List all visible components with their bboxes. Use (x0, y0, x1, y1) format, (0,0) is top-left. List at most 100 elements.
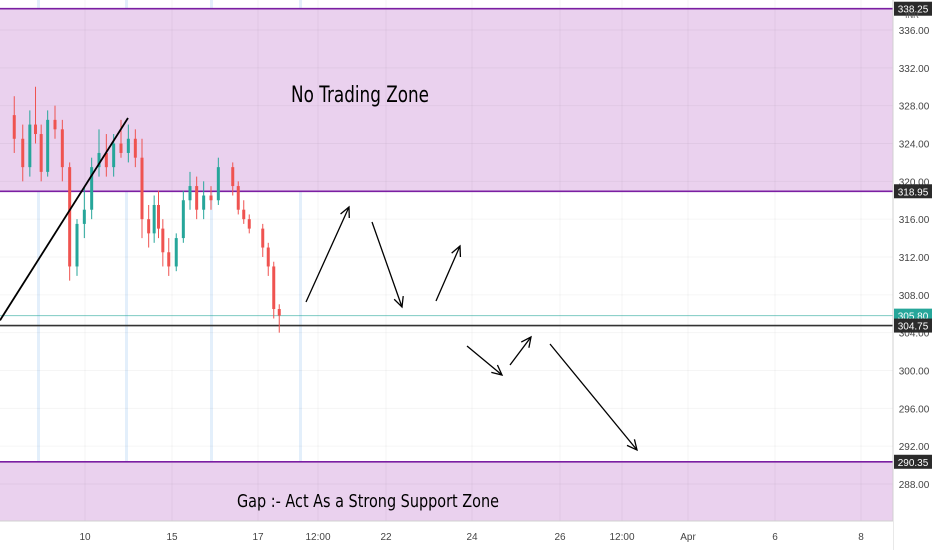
session-band (125, 0, 128, 521)
y-tick-label: 316.00 (899, 215, 930, 226)
projection-arrow (509, 336, 532, 366)
candle-body (167, 252, 171, 267)
x-tick-label: 12:00 (609, 532, 634, 543)
y-tick-label: 320.00 (899, 177, 930, 188)
candle-body (242, 209, 246, 220)
y-tick-label: 312.00 (899, 253, 930, 264)
candle-body (174, 238, 178, 267)
grid-lines (0, 0, 893, 521)
no-trading-zone-label: No Trading Zone (291, 83, 429, 108)
y-tick-label: 288.00 (899, 480, 930, 491)
arrow-head (626, 439, 638, 452)
y-tick-label: 324.00 (899, 140, 930, 151)
zone-labels: No Trading Zone Gap :- Act As a Strong S… (237, 83, 499, 512)
candle-body (53, 119, 57, 130)
candle-body (161, 228, 165, 253)
x-tick-label: 12:00 (305, 532, 330, 543)
y-tick-label: 300.00 (899, 367, 930, 378)
x-tick-label: 26 (554, 532, 566, 543)
candle-body (90, 167, 94, 210)
candle-body (46, 119, 50, 172)
projection-arrow (466, 345, 503, 376)
x-tick-label: 22 (380, 532, 392, 543)
drawings (0, 117, 638, 452)
y-tick-label: 332.00 (899, 64, 930, 75)
currency-label: INR (905, 11, 919, 20)
candle-body (157, 204, 160, 229)
candle-body (28, 124, 32, 168)
price-label: 338.25 (898, 5, 929, 16)
projection-arrow (305, 206, 350, 303)
candle-body (236, 186, 240, 210)
price-label: 305.80 (898, 312, 929, 323)
price-label-box (894, 318, 932, 333)
candle-body (133, 138, 137, 158)
y-tick-label: 292.00 (899, 442, 930, 453)
x-tick-label: 6 (772, 532, 778, 543)
candle-body (272, 266, 276, 310)
y-tick-label: 304.00 (899, 329, 930, 340)
candle-body (119, 143, 123, 153)
candle-body (181, 200, 185, 239)
candle-body (209, 195, 213, 201)
candle-body (247, 219, 251, 229)
price-label-box (894, 184, 932, 199)
projection-arrow (549, 343, 638, 451)
candle-body (75, 223, 79, 267)
candle-body (34, 124, 37, 135)
projection-arrow (435, 245, 461, 302)
x-tick-label: 24 (466, 532, 478, 543)
candle-body (202, 195, 206, 210)
arrow-head (451, 244, 462, 258)
arrow-head (340, 205, 350, 219)
price-label: 318.95 (898, 187, 929, 198)
y-tick-label: 296.00 (899, 404, 930, 415)
candle-body (97, 152, 101, 168)
price-label: 304.75 (898, 322, 929, 333)
candle-body (140, 157, 144, 220)
x-tick-label: 10 (79, 532, 91, 543)
price-label-box (894, 1, 932, 16)
y-tick-label: 328.00 (899, 102, 930, 113)
projection-arrow (371, 221, 403, 308)
arrow-head (491, 364, 504, 376)
trendline (0, 117, 129, 321)
candle-body (261, 228, 265, 248)
session-band (210, 0, 213, 521)
y-tick-label: 336.00 (899, 26, 930, 37)
candle-body (21, 138, 25, 168)
zone-rect (0, 8, 893, 192)
candle-body (68, 167, 72, 267)
x-tick-label: 15 (166, 532, 178, 543)
candle-body (277, 309, 281, 316)
candle-body (82, 209, 86, 224)
arrow-head (393, 295, 404, 309)
candle-body (126, 138, 130, 153)
session-band (299, 0, 302, 521)
candle-body (147, 219, 151, 234)
candle-body (12, 115, 16, 139)
candle-body (104, 152, 108, 168)
horizontal-levels (0, 7, 893, 463)
x-tick-label: Apr (680, 532, 696, 543)
price-label: 290.35 (898, 458, 929, 469)
y-tick-label: 308.00 (899, 291, 930, 302)
candle-body (216, 167, 220, 201)
candle-body (112, 143, 116, 168)
candle-body (152, 204, 156, 234)
gap-zone-label: Gap :- Act As a Strong Support Zone (237, 491, 499, 512)
arrow-head (520, 335, 532, 348)
x-tick-label: 8 (858, 532, 864, 543)
candle-body (266, 247, 270, 267)
time-axis-bg (0, 521, 893, 550)
candle-body (188, 186, 192, 201)
candle-body (60, 129, 64, 168)
candle-body (231, 167, 235, 187)
candle-body (195, 186, 199, 210)
zone-rect (0, 461, 893, 521)
zone-rectangles (0, 8, 893, 521)
candles (12, 86, 281, 333)
